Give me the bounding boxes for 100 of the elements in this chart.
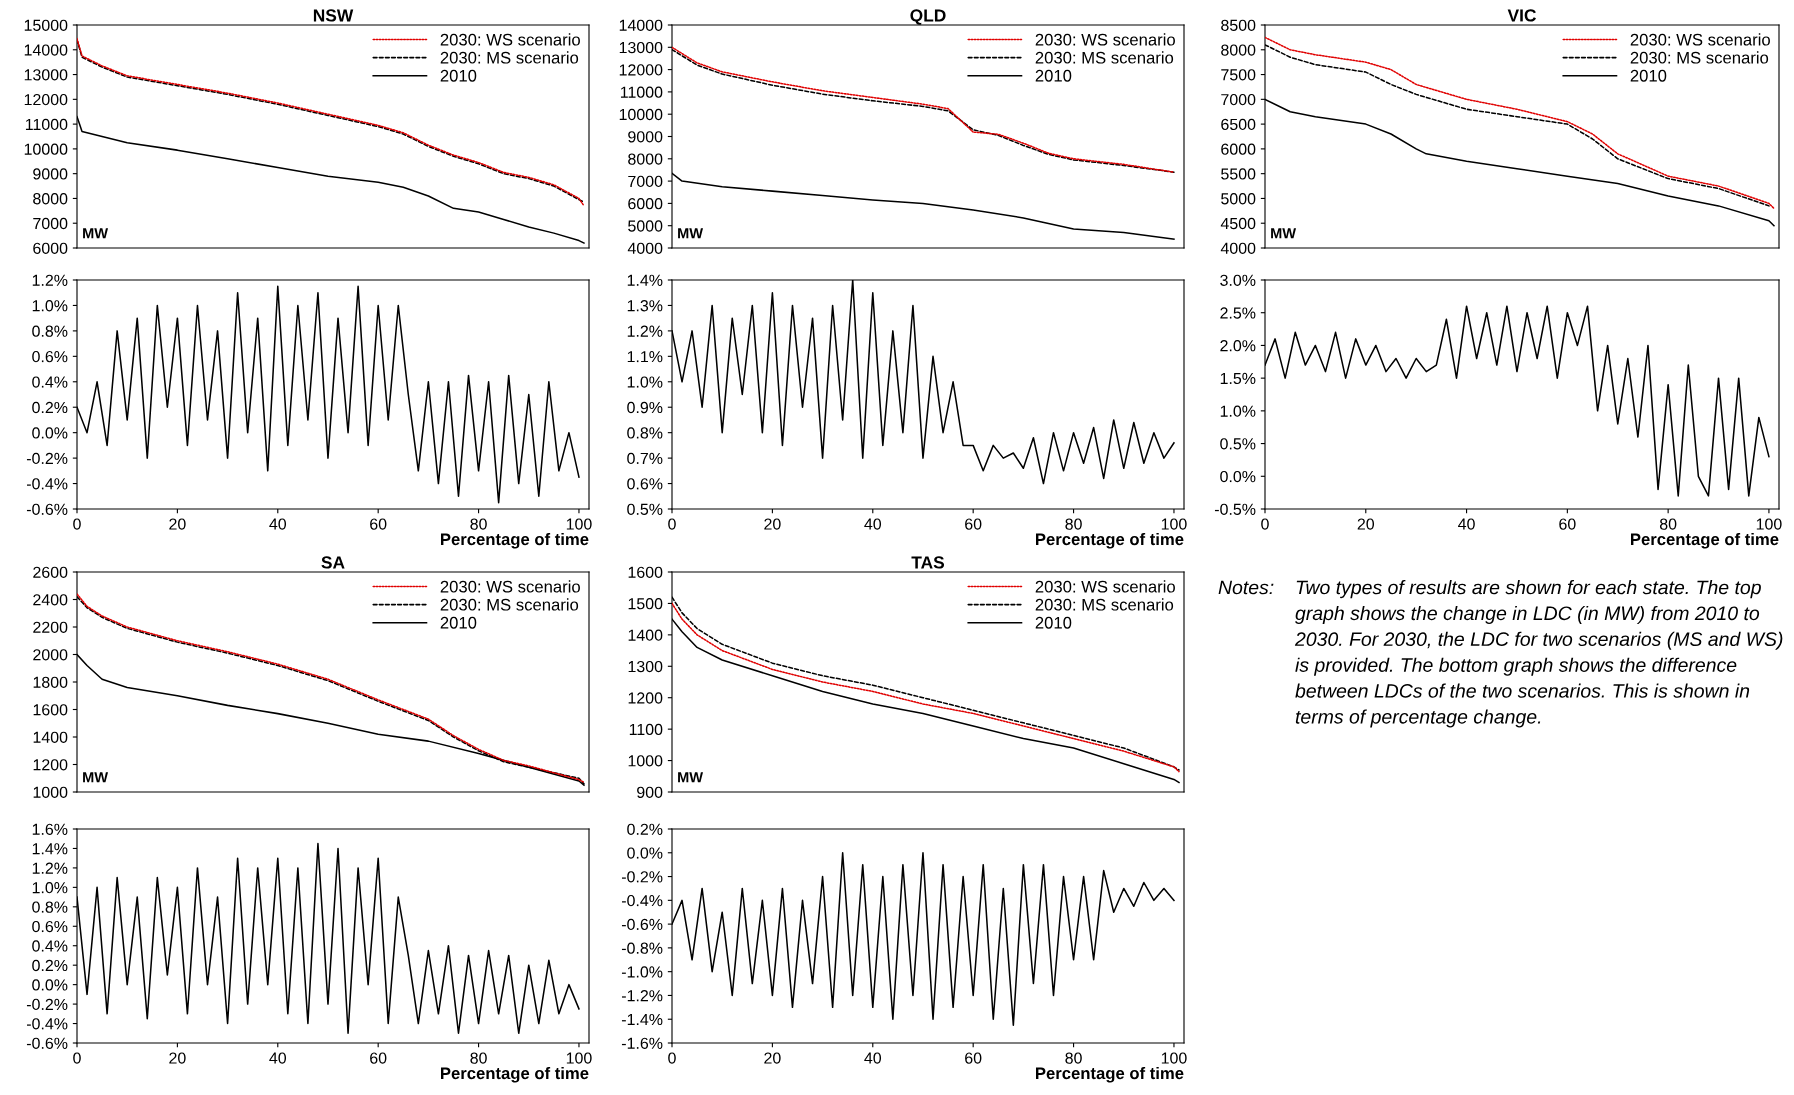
x-tick-label: 100: [566, 518, 592, 530]
y-tick-label: 1.0%: [32, 882, 68, 894]
y-tick-label: 5000: [1221, 193, 1256, 205]
x-tick-label: 100: [1756, 518, 1782, 530]
y-tick-label: -0.8%: [621, 942, 663, 954]
y-tick-label: 4000: [1220, 242, 1256, 254]
y-tick-label: 8000: [1221, 44, 1256, 56]
y-tick-label: 0.4%: [32, 376, 68, 388]
annotation: MW: [678, 228, 704, 239]
x-axis-title: Percentage of time: [441, 532, 589, 549]
legend-label: 2030: MS scenario: [1035, 51, 1174, 64]
annotation: MW: [83, 772, 109, 783]
y-tick-label: 0.2%: [32, 401, 68, 414]
x-tick-label: 0: [73, 518, 81, 530]
y-tick-label: 0.6%: [32, 350, 68, 363]
y-tick-label: 8000: [628, 153, 663, 165]
y-tick-label: -0.4%: [26, 1018, 68, 1030]
x-tick-label: 100: [1161, 518, 1187, 530]
x-tick-label: 40: [269, 1052, 287, 1064]
x-tick-label: 0: [1261, 518, 1269, 530]
y-tick-label: 0.8%: [32, 325, 68, 337]
y-tick-label: 1400: [628, 629, 663, 641]
y-tick-label: 0.4%: [32, 940, 68, 952]
text: Two types of results are shown for each state. The top graph shows the change in LDC (in MW) from 2010 to 2030. For 2030, the LDC for two scenarios (MS and WS) is provided. The bottom graph shows the difference between LDCs of the two scenarios. This is shown in terms of percentage change.: [1294, 580, 1783, 728]
y-tick-label: 0.8%: [32, 901, 68, 913]
x-tick-label: 40: [1458, 518, 1475, 530]
y-tick-label: 15000: [24, 19, 68, 31]
y-tick-label: 12000: [619, 64, 663, 76]
legend-label: 2030: WS scenario: [1035, 33, 1175, 46]
y-tick-label: 0.8%: [627, 427, 663, 439]
legend-label: 2030: MS scenario: [1035, 598, 1174, 611]
legend-label: 2010: [440, 616, 477, 629]
y-tick-label: 0.6%: [32, 920, 68, 933]
y-tick-label: -0.6%: [621, 918, 663, 931]
y-tick-label: 2600: [33, 566, 68, 578]
y-tick-label: 11000: [25, 118, 68, 131]
y-tick-label: 1100: [629, 723, 663, 736]
y-tick-label: 2200: [33, 621, 68, 633]
y-tick-label: 0.6%: [627, 478, 663, 490]
y-tick-label: -0.4%: [621, 894, 663, 907]
y-tick-label: 0.0%: [32, 427, 68, 439]
x-tick-label: 100: [566, 1052, 592, 1064]
y-tick-label: -1.2%: [621, 990, 663, 1002]
y-tick-label: -1.4%: [621, 1013, 663, 1026]
y-tick-label: 8000: [33, 193, 68, 205]
y-tick-label: 7000: [33, 217, 68, 230]
x-tick-label: 40: [269, 518, 287, 530]
x-tick-label: 80: [1065, 518, 1082, 530]
legend-label: 2010: [1035, 69, 1072, 82]
y-tick-label: 1200: [33, 759, 68, 771]
x-tick-label: 20: [169, 1052, 186, 1064]
x-tick-label: 60: [965, 518, 982, 530]
x-tick-label: 20: [764, 518, 781, 530]
x-axis-title: Percentage of time: [441, 1066, 589, 1083]
y-tick-label: 13000: [619, 41, 663, 54]
y-tick-label: 2.0%: [1220, 340, 1256, 352]
annotation: MW: [83, 228, 109, 239]
y-tick-label: -0.5%: [1214, 503, 1256, 515]
y-tick-label: 1.4%: [627, 274, 663, 286]
chart-title: QLD: [910, 9, 946, 25]
y-tick-label: 4000: [627, 242, 663, 254]
x-tick-label: 40: [864, 518, 882, 530]
x-tick-label: 0: [668, 1052, 676, 1064]
y-tick-label: 6000: [33, 242, 68, 254]
y-tick-label: 11000: [620, 86, 663, 98]
y-tick-label: 7500: [1221, 69, 1256, 81]
legend-label: 2030: WS scenario: [1035, 580, 1175, 593]
y-tick-label: 1.0%: [1220, 405, 1256, 417]
x-axis-title: Percentage of time: [1036, 1066, 1184, 1083]
y-tick-label: 6000: [1221, 143, 1256, 155]
x-tick-label: 20: [1357, 518, 1375, 530]
legend-label: 2030: MS scenario: [1630, 51, 1769, 64]
y-tick-label: 1300: [628, 660, 663, 673]
legend-label: 2030: WS scenario: [440, 33, 580, 46]
y-tick-label: 14000: [24, 44, 68, 56]
y-tick-label: -0.2%: [621, 871, 663, 883]
y-tick-label: 8500: [1221, 19, 1256, 31]
legend-label: 2010: [1630, 69, 1667, 82]
y-tick-label: 4500: [1220, 217, 1256, 230]
y-tick-label: -0.4%: [26, 478, 68, 490]
y-tick-label: -1.6%: [621, 1037, 663, 1049]
chart-title: VIC: [1507, 9, 1536, 22]
y-tick-label: 1.0%: [627, 376, 663, 388]
chart-title: SA: [321, 556, 345, 569]
y-tick-label: 1.0%: [32, 300, 68, 312]
y-tick-label: 1.2%: [627, 325, 663, 337]
y-tick-label: 5000: [628, 220, 663, 232]
y-tick-label: 1.5%: [1220, 372, 1256, 385]
y-tick-label: -1.0%: [621, 966, 663, 978]
legend-label: 2030: MS scenario: [440, 598, 579, 611]
y-tick-label: 0.2%: [627, 823, 663, 835]
annotation: MW: [678, 772, 704, 783]
text: Notes:: [1218, 580, 1274, 595]
y-tick-label: 0.5%: [627, 503, 663, 515]
y-tick-label: 10000: [619, 108, 663, 121]
x-tick-label: 0: [668, 518, 676, 530]
y-tick-label: 6500: [1221, 118, 1256, 131]
y-tick-label: 9000: [33, 168, 68, 180]
y-tick-label: 2.5%: [1220, 307, 1256, 319]
y-tick-label: 1.3%: [627, 300, 663, 312]
